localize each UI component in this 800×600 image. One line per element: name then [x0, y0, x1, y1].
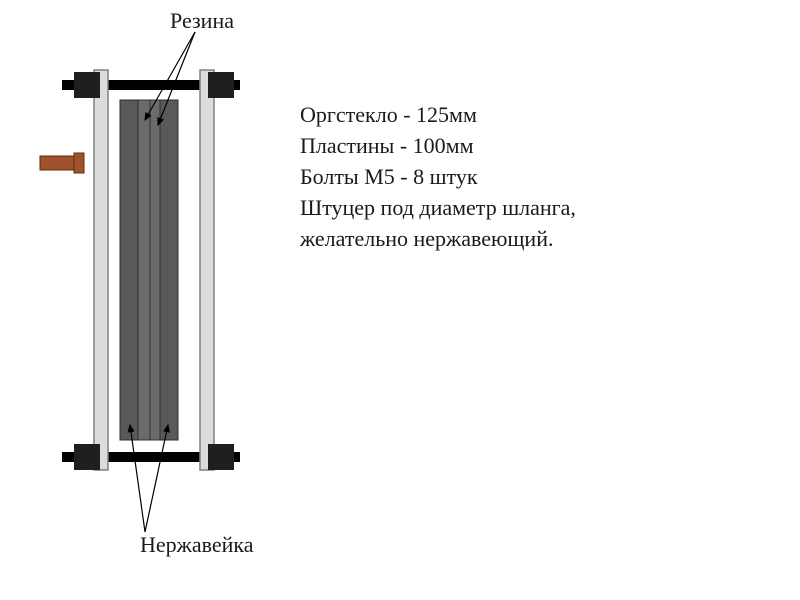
- rubber-right: [150, 100, 160, 440]
- label-steel: Нержавейка: [140, 532, 254, 557]
- nut-bottom-left: [74, 444, 100, 470]
- nut-top-right: [208, 72, 234, 98]
- steel-plate-left: [120, 100, 138, 440]
- spec-line-2: Болты М5 - 8 штук: [300, 164, 478, 189]
- fitting-flange: [74, 153, 84, 173]
- steel-plate-right: [160, 100, 178, 440]
- spec-line-1: Пластины - 100мм: [300, 133, 474, 158]
- fitting: [40, 156, 74, 170]
- plexiglass-left: [94, 70, 108, 470]
- spec-line-4: желательно нержавеющий.: [299, 226, 553, 251]
- rubber-left: [138, 100, 150, 440]
- assembly-diagram: Резина Нержавейка Оргстекло - 125мм Пластин…: [0, 0, 800, 600]
- plexiglass-right: [200, 70, 214, 470]
- nut-top-left: [74, 72, 100, 98]
- nut-bottom-right: [208, 444, 234, 470]
- spec-line-0: Оргстекло - 125мм: [300, 102, 477, 127]
- label-rubber: Резина: [170, 8, 234, 33]
- spec-line-3: Штуцер под диаметр шланга,: [300, 195, 576, 220]
